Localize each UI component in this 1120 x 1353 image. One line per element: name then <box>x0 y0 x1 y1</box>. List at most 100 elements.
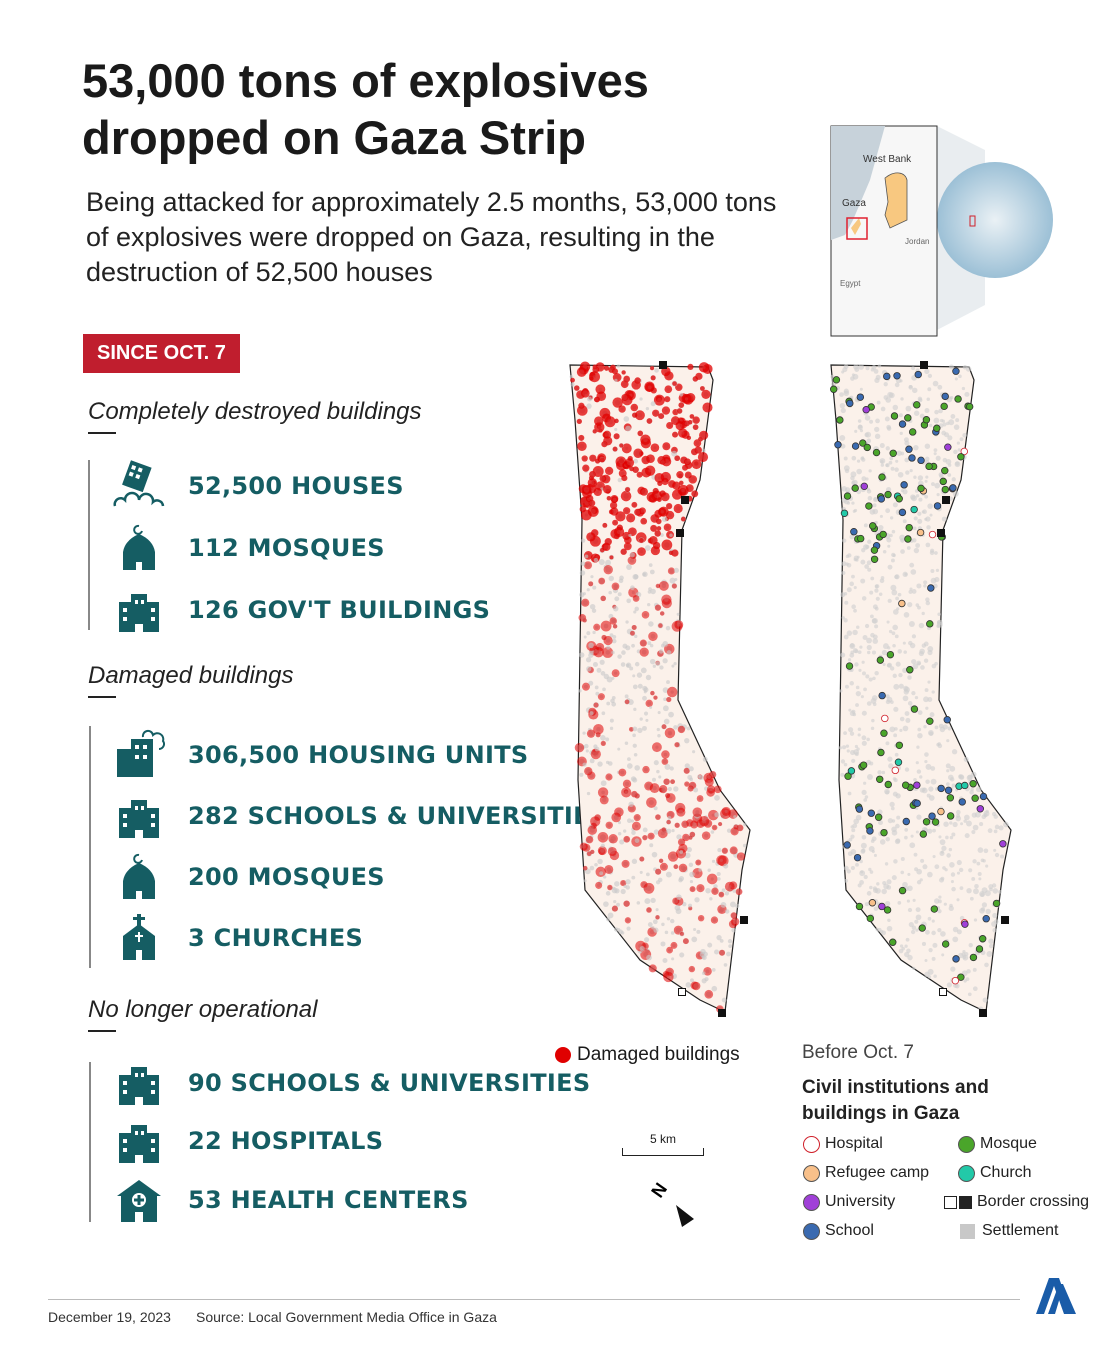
settlement-mark <box>589 865 595 871</box>
settlement-mark <box>623 884 627 888</box>
settlement-mark <box>882 663 886 667</box>
settlement-mark <box>646 954 652 961</box>
settlement-mark <box>960 822 964 826</box>
damage-point <box>697 452 709 463</box>
settlement-mark <box>856 747 860 751</box>
settlement-mark <box>594 862 598 867</box>
damage-point <box>593 646 604 658</box>
damage-point <box>593 723 604 735</box>
institution-point <box>868 899 877 907</box>
damage-point <box>677 725 686 734</box>
settlement-mark <box>904 711 910 716</box>
institution-point <box>889 938 897 946</box>
settlement-mark <box>626 564 632 571</box>
settlement-mark <box>629 666 634 671</box>
settlement-mark <box>914 919 919 924</box>
settlement-mark <box>887 918 891 923</box>
settlement-mark <box>878 524 884 531</box>
institution-point <box>845 662 854 670</box>
damage-point <box>663 971 674 983</box>
damage-point <box>621 859 630 868</box>
settlement-mark <box>855 691 861 697</box>
damage-point <box>580 509 592 521</box>
settlement-mark <box>685 982 692 988</box>
settlement-mark <box>949 903 953 908</box>
settlement-mark <box>924 494 929 499</box>
institution-point <box>890 412 899 420</box>
locator-map: West Bank Gaza Jordan Egypt <box>830 125 1053 337</box>
settlement-mark <box>935 568 940 572</box>
section-heading: No longer operational <box>88 996 318 1023</box>
settlement-mark <box>663 697 667 702</box>
institution-point <box>992 899 1001 908</box>
damage-point <box>590 816 601 827</box>
settlement-mark <box>842 538 847 543</box>
settlement-mark <box>891 589 898 596</box>
settlement-mark <box>657 711 661 715</box>
damage-point <box>578 434 585 441</box>
damage-point <box>689 414 695 419</box>
settlement-mark <box>919 775 923 779</box>
settlement-mark <box>694 897 700 903</box>
legend-swatch-icon <box>958 1223 977 1239</box>
settlement-mark <box>612 638 617 644</box>
settlement-mark <box>609 718 614 723</box>
settlement-mark <box>721 997 727 1003</box>
settlement-mark <box>924 517 928 521</box>
settlement-mark <box>597 858 603 865</box>
settlement-mark <box>663 718 670 725</box>
institution-point <box>870 555 879 563</box>
settlement-mark <box>866 650 871 655</box>
damage-point <box>687 363 694 370</box>
settlement-mark <box>939 418 944 423</box>
settlement-mark <box>844 487 851 493</box>
settlement-mark <box>880 463 885 467</box>
institution-point <box>855 805 864 813</box>
settlement-mark <box>642 572 646 577</box>
settlement-mark <box>583 635 587 639</box>
settlement-mark <box>707 942 713 948</box>
date: December 19, 2023 <box>48 1309 171 1325</box>
settlement-mark <box>864 902 869 907</box>
settlement-mark <box>892 644 896 648</box>
settlement-mark <box>917 518 923 524</box>
settlement-mark <box>633 752 638 757</box>
settlement-mark <box>928 948 933 953</box>
settlement-mark <box>954 377 958 381</box>
settlement-mark <box>934 482 941 489</box>
settlement-mark <box>668 711 674 718</box>
settlement-mark <box>861 735 867 741</box>
damage-point <box>664 396 671 403</box>
settlement-mark <box>645 718 649 722</box>
damage-point <box>692 807 703 818</box>
settlement-mark <box>861 457 866 462</box>
settlement-mark <box>636 901 641 905</box>
damage-point <box>670 416 680 426</box>
settlement-mark <box>956 809 961 815</box>
settlement-mark <box>934 661 938 666</box>
settlement-mark <box>956 929 962 935</box>
settlement-mark <box>628 533 632 538</box>
settlement-mark <box>644 898 651 905</box>
damage-point <box>582 865 588 871</box>
settlement-mark <box>589 711 594 716</box>
settlement-mark <box>907 885 913 892</box>
settlement-mark <box>859 645 863 649</box>
damage-point <box>666 503 673 510</box>
settlement-mark <box>897 649 903 654</box>
settlement-mark <box>858 363 865 370</box>
settlement-mark <box>589 758 595 764</box>
settlement-mark <box>710 830 715 834</box>
damage-point <box>691 459 702 470</box>
damage-point <box>587 478 598 488</box>
settlement-mark <box>613 900 617 904</box>
settlement-mark <box>841 570 846 575</box>
settlement-mark <box>732 889 737 893</box>
damage-legend: Damaged buildings <box>555 1044 740 1066</box>
settlement-mark <box>915 761 919 765</box>
legend-label: School <box>825 1222 874 1239</box>
stat-label: 53 HEALTH CENTERS <box>188 1186 469 1214</box>
settlement-mark <box>579 592 585 598</box>
settlement-mark <box>983 848 989 854</box>
north-arrow-icon: N <box>648 1179 694 1227</box>
